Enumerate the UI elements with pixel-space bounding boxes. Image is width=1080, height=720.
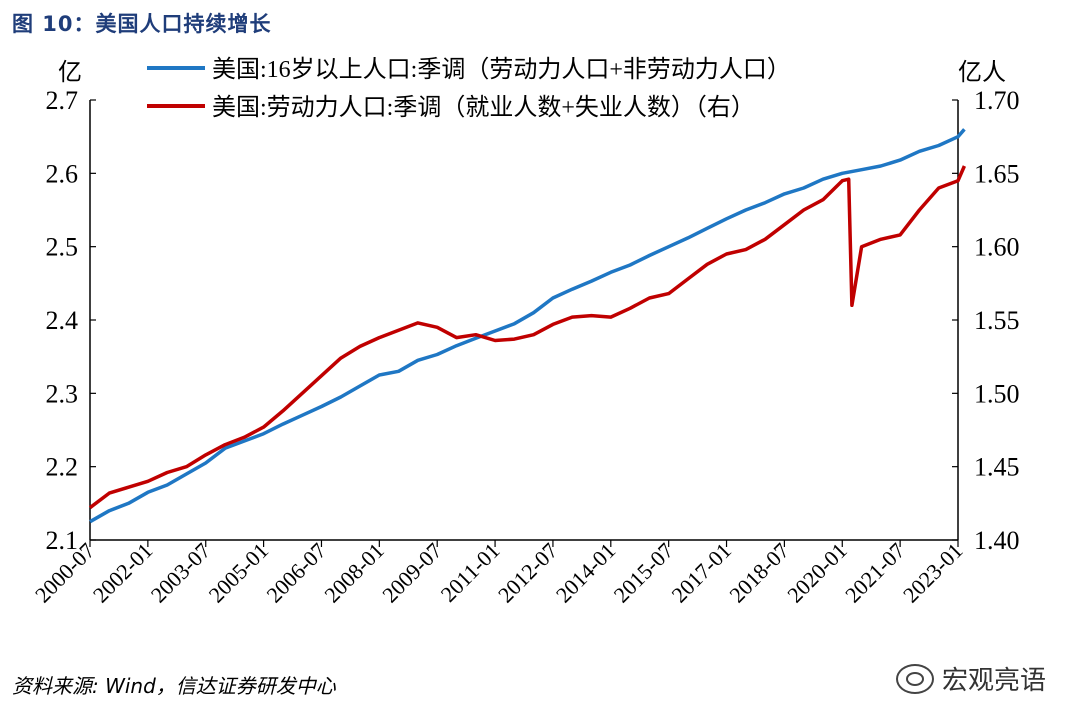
- x-tick-label: 2003-07: [146, 538, 216, 608]
- y-right-tick-label: 1.70: [974, 86, 1020, 115]
- source-note: 资料来源: Wind，信达证券研发中心: [12, 674, 336, 698]
- x-tick-label: 2015-07: [609, 538, 679, 608]
- y-right-tick-label: 1.60: [974, 233, 1020, 262]
- x-tick-label: 2012-07: [493, 538, 563, 608]
- x-tick-label: 2009-07: [377, 538, 447, 608]
- figure-title: 图 10：美国人口持续增长: [12, 12, 272, 36]
- y-right-tick-label: 1.55: [974, 306, 1020, 335]
- legend-label: 美国:16岁以上人口:季调（劳动力人口+非劳动力人口）: [212, 56, 791, 83]
- y-left-tick-label: 2.6: [46, 159, 79, 188]
- series-line-labor-force: [88, 165, 967, 510]
- wechat-icon: [895, 663, 934, 694]
- watermark: 宏观亮语: [895, 660, 1046, 697]
- y-left-unit: 亿: [58, 59, 82, 86]
- y-right-tick-label: 1.50: [974, 379, 1020, 408]
- y-left-tick-label: 2.3: [46, 379, 79, 408]
- x-tick-label: 2023-01: [898, 538, 968, 608]
- x-tick-label: 2008-01: [319, 538, 389, 608]
- y-right-tick-label: 1.65: [974, 159, 1020, 188]
- y-right-tick-label: 1.40: [974, 526, 1020, 555]
- x-tick-label: 2021-07: [840, 538, 910, 608]
- x-tick-label: 2002-01: [88, 538, 158, 608]
- watermark-label: 宏观亮语: [941, 666, 1046, 696]
- x-tick-label: 2017-01: [667, 538, 737, 608]
- y-left-tick-label: 2.1: [46, 526, 79, 555]
- y-right-tick-label: 1.45: [974, 453, 1020, 482]
- y-left-tick-label: 2.4: [46, 306, 79, 335]
- x-tick-label: 2014-01: [551, 538, 621, 608]
- legend-label: 美国:劳动力人口:季调（就业人数+失业人数）（右）: [212, 94, 755, 121]
- x-tick-label: 2020-01: [782, 538, 852, 608]
- x-tick-label: 2005-01: [204, 538, 274, 608]
- series-line-population: [89, 128, 966, 524]
- series-layer: [88, 128, 967, 524]
- y-right-unit: 亿人: [958, 59, 1006, 86]
- y-left-tick-label: 2.2: [46, 453, 79, 482]
- axes: 2.1 2.2 2.3 2.4 2.5 2.6 2.7 1.40 1.45 1.50 1.55 1.6…: [30, 59, 1019, 607]
- legend: 美国:16岁以上人口:季调（劳动力人口+非劳动力人口） 美国:劳动力人口:季调（就…: [147, 56, 791, 121]
- x-tick-label: 2011-01: [436, 538, 505, 607]
- y-left-tick-label: 2.7: [46, 86, 79, 115]
- x-tick-label: 2006-07: [261, 538, 331, 608]
- x-tick-label: 2018-07: [724, 538, 794, 608]
- y-left-tick-label: 2.5: [46, 233, 79, 262]
